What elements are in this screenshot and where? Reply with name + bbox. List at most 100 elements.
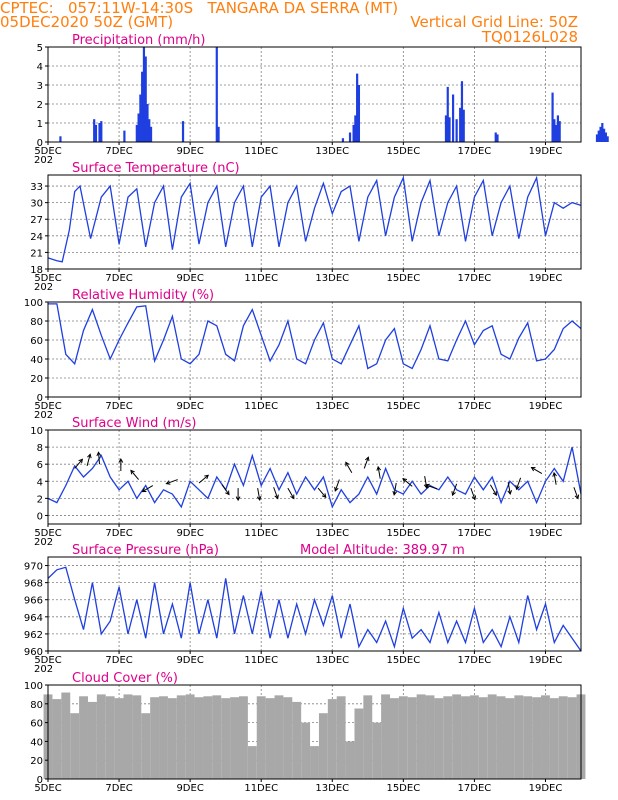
cloud-bar — [247, 746, 257, 779]
precip-bar — [100, 121, 103, 142]
cloud-bar — [523, 696, 533, 779]
wind-arrow-shaft — [573, 487, 579, 499]
y-tick-label: 40 — [30, 355, 43, 366]
cloud-bar — [79, 696, 88, 779]
wind-arrow — [489, 484, 497, 496]
header-model: TQ0126L028 — [481, 28, 578, 46]
cloud-bar — [292, 701, 302, 779]
wind-arrow — [273, 487, 279, 500]
x-tick-label: 5DEC — [34, 146, 61, 157]
header-datetime: 05DEC2020 50Z (GMT) — [0, 13, 174, 31]
precip-bar — [555, 124, 558, 142]
wind-arrow — [392, 482, 398, 496]
cloud-bar — [114, 698, 124, 779]
precip-bar — [460, 81, 464, 142]
y-tick-label: 4 — [37, 477, 43, 488]
cloud-bar — [194, 697, 204, 779]
precip-bar — [135, 124, 138, 142]
wind-arrow-head — [235, 496, 241, 502]
wind-arrow-shaft — [287, 487, 295, 499]
x-tick-label: 5DEC — [34, 528, 61, 539]
y-tick-label: 10 — [30, 426, 43, 437]
precip-bar — [354, 115, 357, 142]
panel-frame — [47, 429, 582, 525]
wind-arrow-head — [274, 494, 279, 500]
precip-bar — [444, 115, 448, 142]
x-tick-label: 7DEC — [105, 273, 132, 284]
y-tick-label: 4 — [37, 62, 43, 73]
y-tick-label: 60 — [30, 719, 43, 730]
panel-title: Surface Temperature (nC) — [72, 161, 240, 176]
wind-arrow-shaft — [198, 474, 209, 484]
wind-arrow-shaft — [489, 484, 497, 496]
x-tick-label: 9DEC — [176, 146, 203, 157]
cloud-bar — [310, 746, 319, 779]
wind-arrow-shaft — [142, 485, 154, 492]
y-tick-label: 0 — [37, 138, 43, 149]
wind-arrow-head — [256, 495, 262, 501]
x-tick-label: 7DEC — [105, 655, 132, 666]
x-tick-label: 17DEC — [458, 401, 492, 412]
precip-bar — [94, 124, 98, 142]
x-tick-label: 11DEC — [244, 146, 278, 157]
wind-arrow — [507, 482, 512, 495]
precip-bar — [341, 138, 345, 142]
cloud-bar — [327, 699, 337, 779]
y-tick-label: 3 — [37, 81, 43, 92]
wind-arrow-head — [402, 478, 408, 483]
cloud-bar — [301, 722, 311, 779]
cloud-bar — [159, 696, 168, 779]
cloud-bar — [558, 696, 568, 779]
x-tick-label: 19DEC — [529, 401, 563, 412]
cloud-bar — [398, 696, 408, 779]
precip-bar — [98, 123, 101, 142]
panel-frame — [47, 556, 582, 652]
precip-bar — [553, 119, 556, 142]
wind-arrow-shaft — [393, 482, 397, 495]
wind-arrow-shaft — [470, 487, 476, 500]
cloud-bar — [150, 697, 160, 779]
x-tick-label: 5DEC — [34, 273, 61, 284]
wind-arrow-shaft — [345, 462, 353, 473]
precip-bar — [602, 128, 606, 142]
y-tick-label: 5 — [37, 43, 43, 54]
y-tick-label: 968 — [24, 579, 43, 590]
panel-frame — [47, 301, 582, 398]
wind-arrow-head — [96, 451, 102, 457]
x-tick-label: 19DEC — [529, 273, 563, 284]
wind-arrow — [334, 479, 340, 492]
wind-arrow — [118, 457, 124, 472]
precip-bar — [357, 85, 361, 142]
wind-arrow-head — [321, 493, 327, 499]
wind-arrow — [552, 471, 557, 485]
x-tick-label: 13DEC — [315, 146, 349, 157]
cloud-bar — [265, 698, 275, 779]
x-year-label: 202 — [34, 410, 53, 421]
wind-arrow — [376, 465, 382, 479]
x-year-label: 202 — [34, 537, 53, 548]
precip-bar — [599, 126, 602, 142]
y-tick-label: 30 — [30, 199, 43, 210]
wind-arrow — [317, 487, 327, 499]
cloud-bar — [532, 697, 542, 779]
wind-arrow — [86, 453, 92, 467]
cloud-bar — [105, 696, 115, 779]
cloud-bar — [505, 698, 515, 779]
x-tick-label: 13DEC — [315, 783, 349, 794]
panel-title: Surface Pressure (hPa) — [72, 543, 219, 558]
wind-arrow-head — [376, 465, 382, 471]
precip-bar — [93, 119, 96, 142]
wind-arrow — [221, 484, 230, 496]
wind-arrow-shaft — [425, 484, 438, 490]
precip-bar — [148, 119, 151, 142]
wind-arrow-head — [87, 453, 92, 459]
cloud-bar — [434, 698, 444, 779]
cloud-bar — [345, 741, 355, 779]
cloud-bar — [52, 699, 62, 779]
wind-arrow-shaft — [74, 458, 83, 469]
wind-arrow-head — [130, 469, 135, 475]
y-tick-label: 6 — [37, 460, 43, 471]
cloud-bar — [318, 713, 328, 779]
wind-arrow-head — [225, 490, 230, 496]
